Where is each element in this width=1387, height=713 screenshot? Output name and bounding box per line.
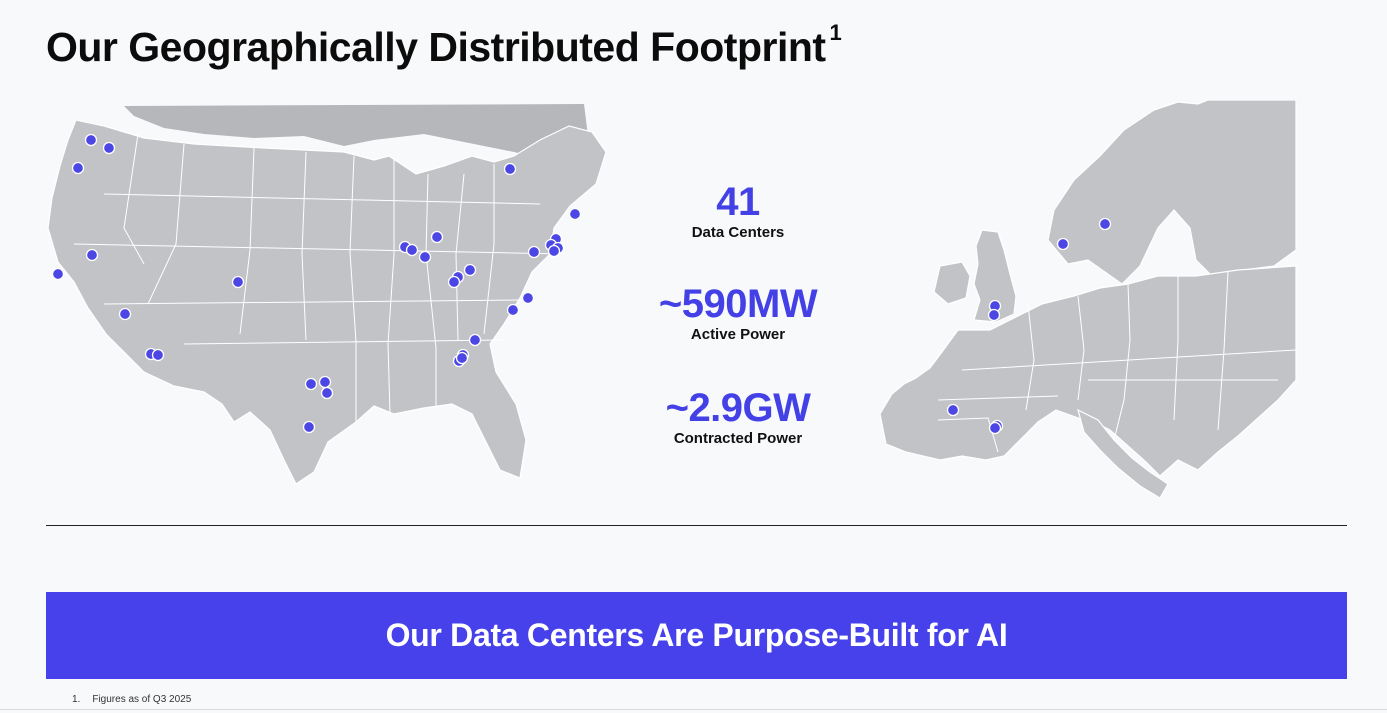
europe-markers	[946, 217, 1112, 435]
location-marker	[1056, 237, 1070, 251]
title-footnote-ref: 1	[829, 20, 842, 45]
purpose-built-banner: Our Data Centers Are Purpose-Built for A…	[46, 592, 1347, 679]
italy-shape	[1077, 408, 1169, 499]
location-marker	[302, 420, 316, 434]
location-marker	[151, 348, 165, 362]
location-marker	[455, 351, 469, 365]
location-marker	[527, 245, 541, 259]
stat-value: ~590MW	[658, 282, 818, 326]
location-marker	[988, 421, 1002, 435]
mainland-europe-shape	[879, 265, 1297, 477]
section-divider	[46, 525, 1347, 526]
location-marker	[568, 207, 582, 221]
us-map	[44, 104, 610, 488]
location-marker	[946, 403, 960, 417]
location-marker	[1098, 217, 1112, 231]
location-marker	[430, 230, 444, 244]
location-marker	[51, 267, 65, 281]
footnote: 1. Figures as of Q3 2025	[72, 694, 203, 705]
page-title-text: Our Geographically Distributed Footprint	[46, 24, 826, 70]
location-marker	[447, 275, 461, 289]
britain-shape	[973, 229, 1017, 323]
location-marker	[304, 377, 318, 391]
location-marker	[987, 308, 1001, 322]
stat-contracted-power: ~2.9GW Contracted Power	[616, 386, 860, 448]
page-title: Our Geographically Distributed Footprint…	[46, 20, 842, 71]
location-marker	[503, 162, 517, 176]
stat-label: Contracted Power	[673, 430, 803, 447]
location-marker	[118, 307, 132, 321]
location-marker	[231, 275, 245, 289]
country-borders	[937, 271, 1297, 453]
location-marker	[506, 303, 520, 317]
stat-label: Active Power	[690, 326, 786, 343]
europe-map	[878, 100, 1298, 510]
location-marker	[71, 161, 85, 175]
europe-map-graphic	[879, 100, 1297, 499]
stat-active-power: ~590MW Active Power	[616, 282, 860, 344]
location-marker	[468, 333, 482, 347]
location-marker	[418, 250, 432, 264]
stat-label: Data Centers	[691, 224, 785, 241]
location-marker	[85, 248, 99, 262]
location-marker	[463, 263, 477, 277]
location-marker	[318, 375, 332, 389]
location-marker	[521, 291, 535, 305]
us-markers	[51, 133, 582, 434]
ireland-shape	[933, 261, 971, 305]
location-marker	[84, 133, 98, 147]
footnote-text: Figures as of Q3 2025	[92, 694, 192, 705]
location-marker	[320, 386, 334, 400]
scandinavia-shape	[1047, 100, 1297, 285]
footnote-number: 1.	[72, 694, 81, 705]
stat-value: ~2.9GW	[665, 386, 811, 430]
location-marker	[547, 244, 561, 258]
us-map-graphic	[47, 104, 607, 485]
stat-data-centers: 41 Data Centers	[616, 180, 860, 242]
bottom-edge-line	[0, 709, 1387, 710]
location-marker	[102, 141, 116, 155]
location-marker	[405, 243, 419, 257]
state-borders	[73, 133, 565, 422]
canada-shape	[124, 104, 589, 164]
stat-value: 41	[716, 180, 760, 224]
